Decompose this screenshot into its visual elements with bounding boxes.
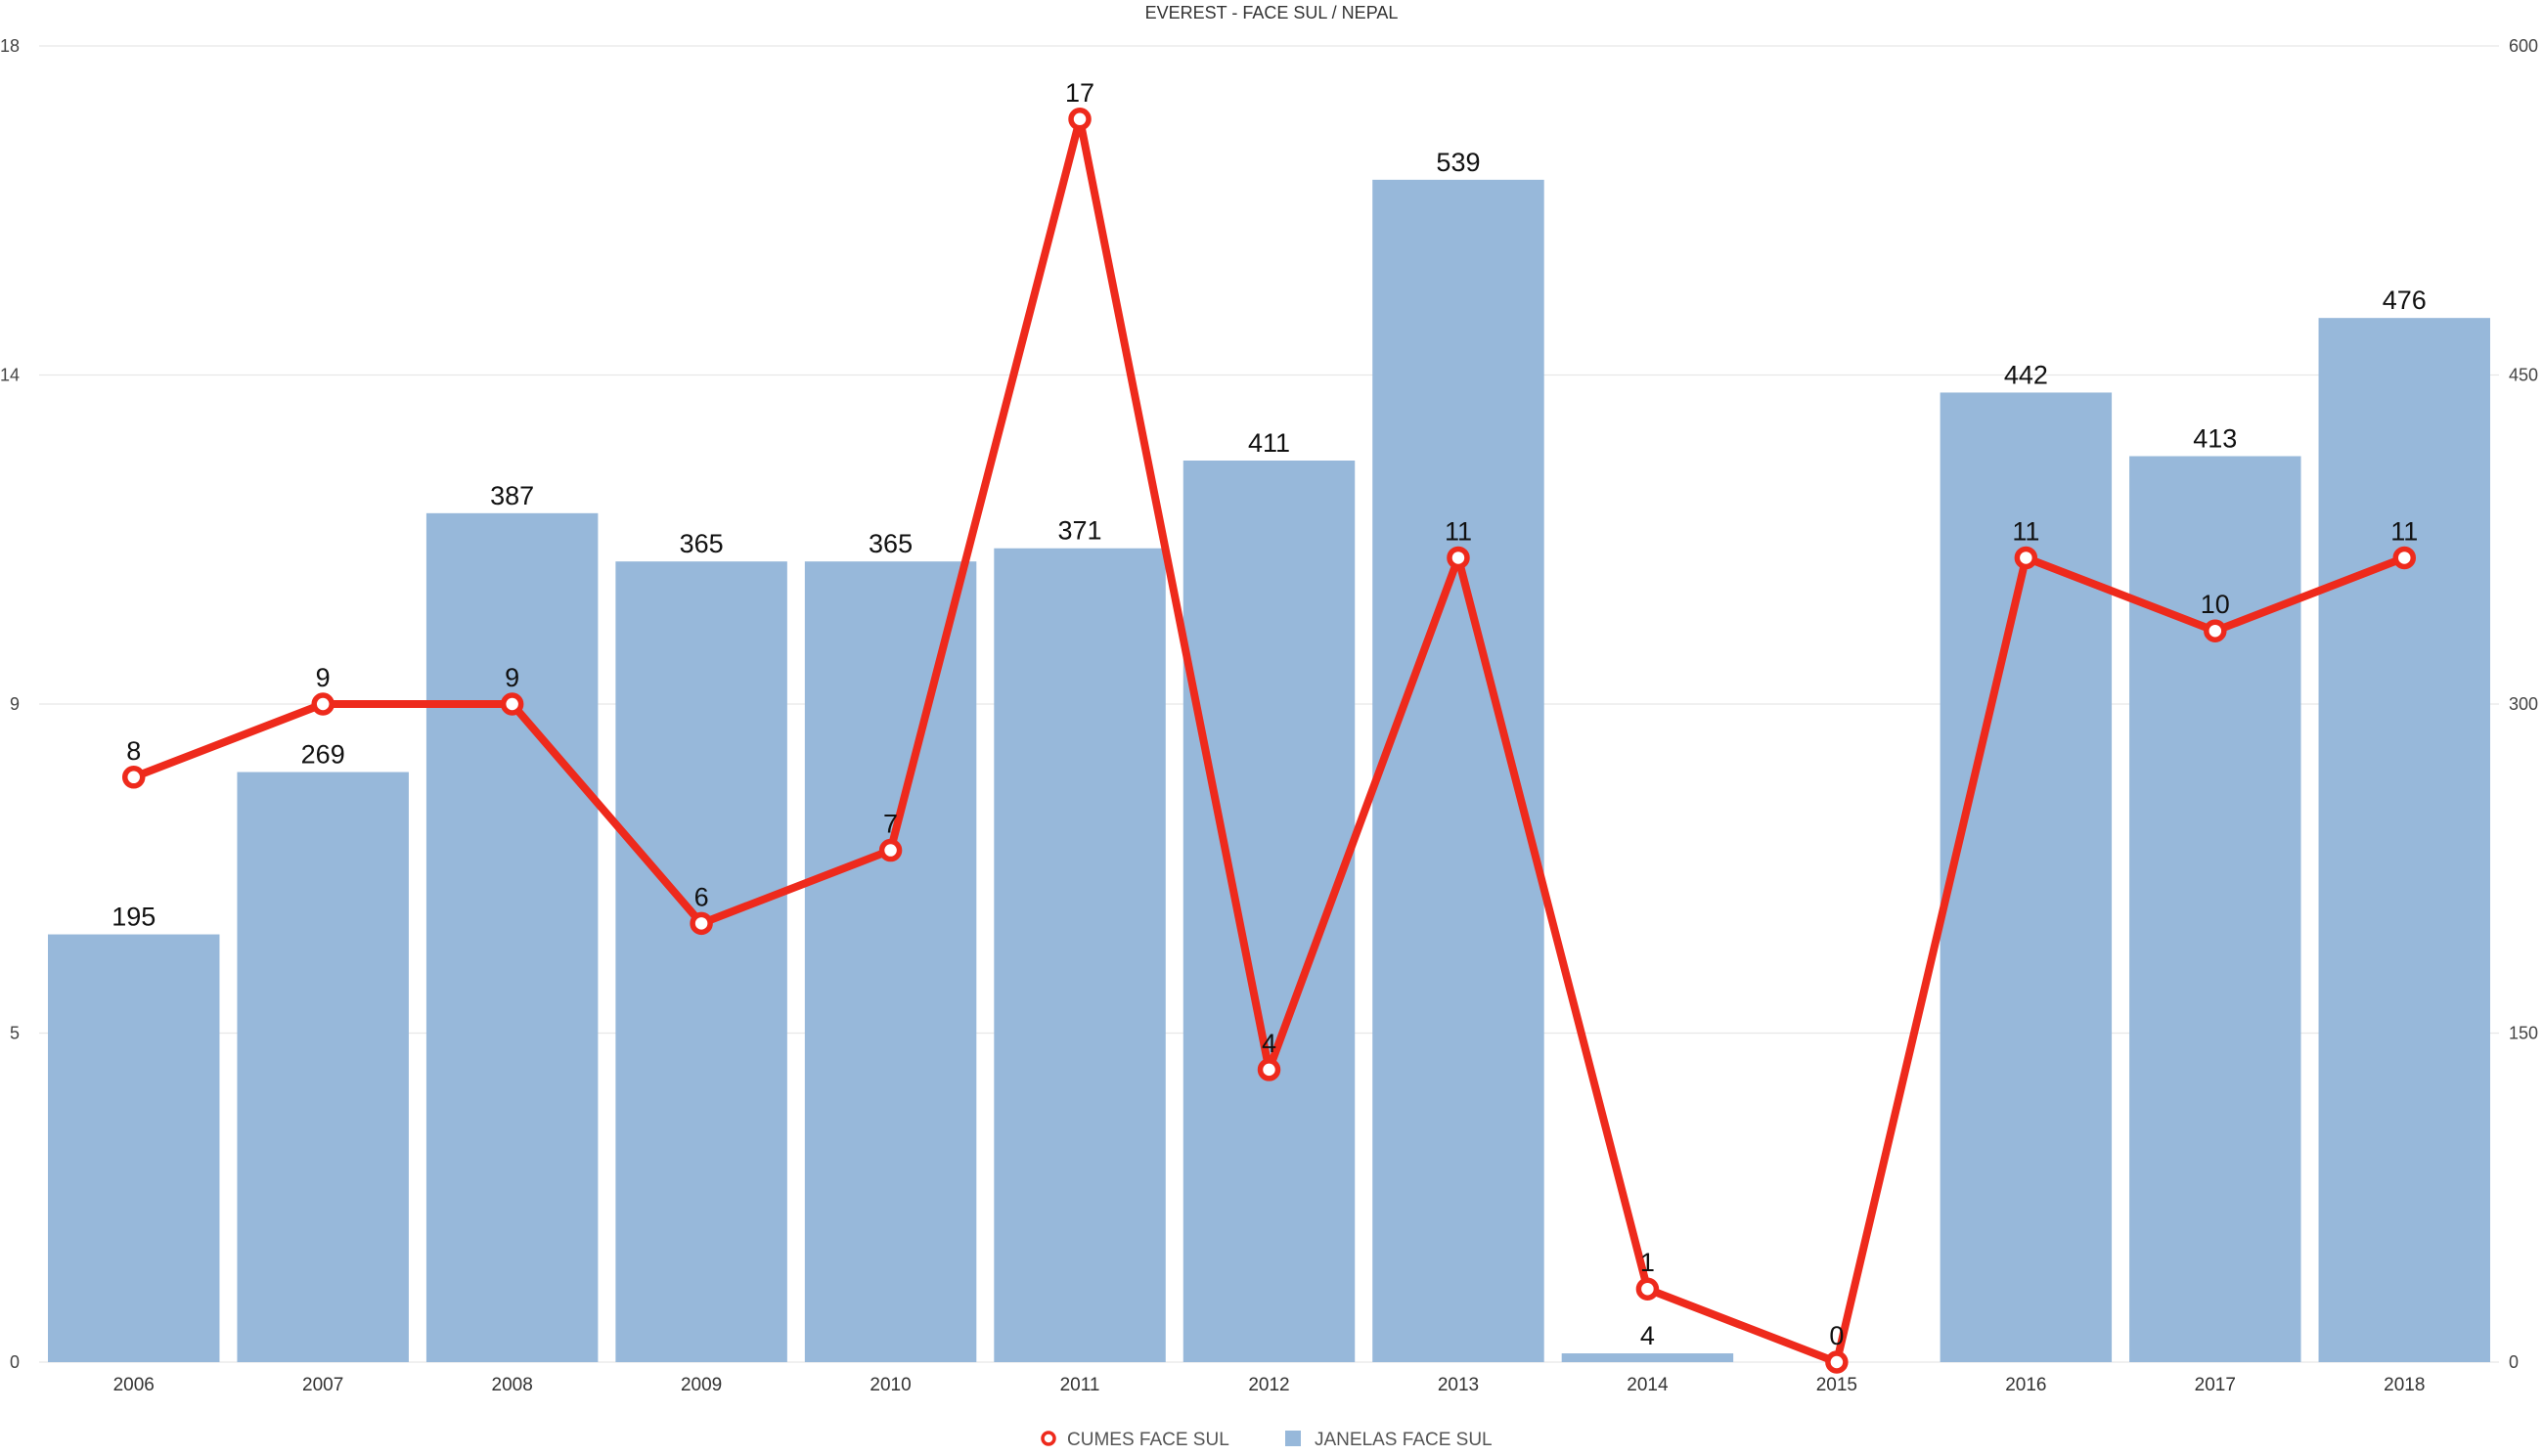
x-tick-label: 2008 <box>492 1375 533 1395</box>
x-tick-label: 2014 <box>1627 1375 1669 1395</box>
x-tick-label: 2009 <box>681 1375 722 1395</box>
point-label-2006: 8 <box>126 736 141 766</box>
point-label-2014: 1 <box>1640 1248 1655 1277</box>
bar-label-2012: 411 <box>1248 428 1290 458</box>
x-axis: 2006 2007 2008 2009 2010 2011 2012 2013 2014 2015… <box>113 1375 2426 1395</box>
legend-label-janelas[interactable]: JANELAS FACE SUL <box>1315 1430 1493 1450</box>
point-2010[interactable] <box>878 838 903 862</box>
bar-2011[interactable] <box>994 548 1166 1362</box>
left-tick-label: 14 <box>0 366 20 385</box>
right-axis: 0 150 300 450 600 <box>2509 36 2538 1372</box>
bar-label-2010: 365 <box>869 529 913 558</box>
point-2012[interactable] <box>1257 1058 1281 1081</box>
point-label-2010: 7 <box>883 810 898 839</box>
point-2015[interactable] <box>1825 1350 1849 1374</box>
left-axis: 0 5 9 14 18 <box>0 36 20 1372</box>
point-2014[interactable] <box>1635 1277 1660 1301</box>
chart-title: EVEREST - FACE SUL / NEPAL <box>1145 3 1399 22</box>
bar-label-2018: 476 <box>2383 286 2427 315</box>
point-2006[interactable] <box>121 766 146 789</box>
left-tick-label: 9 <box>10 694 20 714</box>
bar-label-2011: 371 <box>1058 516 1102 546</box>
point-2017[interactable] <box>2204 619 2227 642</box>
point-2009[interactable] <box>690 911 713 936</box>
legend-label-cumes[interactable]: CUMES FACE SUL <box>1067 1430 1229 1450</box>
point-2016[interactable] <box>2014 546 2038 570</box>
legend-bar-marker[interactable] <box>1285 1431 1301 1446</box>
point-label-2011: 17 <box>1065 78 1094 108</box>
point-label-2017: 10 <box>2201 590 2230 619</box>
x-tick-label: 2007 <box>302 1375 343 1395</box>
bar-label-2017: 413 <box>2193 424 2237 454</box>
point-2007[interactable] <box>311 692 335 716</box>
right-tick-label: 600 <box>2509 36 2538 56</box>
point-label-2015: 0 <box>1829 1321 1844 1350</box>
point-label-2013: 11 <box>1445 516 1472 546</box>
x-tick-label: 2015 <box>1816 1375 1857 1395</box>
x-tick-label: 2011 <box>1060 1375 1100 1395</box>
point-2008[interactable] <box>500 692 524 716</box>
bar-2014[interactable] <box>1561 1353 1734 1362</box>
point-2013[interactable] <box>1447 546 1470 570</box>
bar-2008[interactable] <box>425 512 599 1362</box>
bar-2009[interactable] <box>615 561 787 1362</box>
x-tick-label: 2006 <box>113 1375 155 1395</box>
point-label-2009: 6 <box>694 882 709 911</box>
bar-label-2016: 442 <box>2004 360 2048 389</box>
point-label-2012: 4 <box>1262 1029 1276 1058</box>
bar-label-2008: 387 <box>490 481 534 510</box>
point-label-2007: 9 <box>316 663 331 692</box>
x-tick-label: 2016 <box>2005 1375 2046 1395</box>
left-tick-label: 0 <box>10 1352 20 1372</box>
left-tick-label: 5 <box>10 1024 20 1043</box>
point-2018[interactable] <box>2392 546 2417 570</box>
x-tick-label: 2012 <box>1248 1375 1289 1395</box>
bar-2006[interactable] <box>48 934 220 1362</box>
point-label-2018: 11 <box>2390 516 2418 546</box>
legend: CUMES FACE SUL JANELAS FACE SUL <box>1041 1430 1493 1450</box>
bar-label-2007: 269 <box>301 740 345 770</box>
point-label-2016: 11 <box>2012 516 2039 546</box>
x-tick-label: 2013 <box>1438 1375 1479 1395</box>
x-tick-label: 2010 <box>870 1375 911 1395</box>
right-tick-label: 150 <box>2509 1024 2538 1043</box>
right-tick-label: 450 <box>2509 366 2538 385</box>
bar-label-2006: 195 <box>112 903 156 932</box>
bar-label-2013: 539 <box>1436 148 1480 177</box>
bar-2013[interactable] <box>1372 179 1544 1362</box>
x-tick-label: 2018 <box>2384 1375 2425 1395</box>
bar-2010[interactable] <box>804 561 977 1362</box>
left-tick-label: 18 <box>0 36 20 56</box>
bar-2007[interactable] <box>237 772 409 1362</box>
legend-line-marker[interactable] <box>1041 1431 1056 1446</box>
right-tick-label: 0 <box>2509 1352 2519 1372</box>
bar-2018[interactable] <box>2318 318 2490 1362</box>
right-tick-label: 300 <box>2509 694 2538 714</box>
point-label-2008: 9 <box>505 663 519 692</box>
bar-label-2014: 4 <box>1640 1321 1655 1350</box>
bar-label-2009: 365 <box>680 529 724 558</box>
x-tick-label: 2017 <box>2195 1375 2236 1395</box>
bar-series <box>48 179 2490 1363</box>
line-points <box>121 108 2417 1374</box>
point-2011[interactable] <box>1068 108 1092 131</box>
